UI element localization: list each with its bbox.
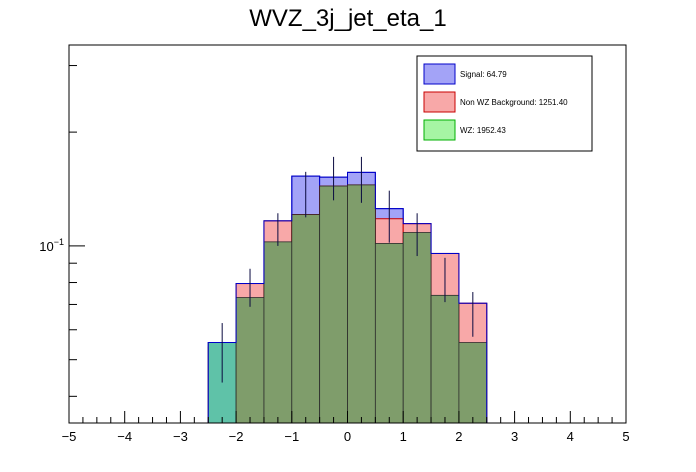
legend: Signal: 64.79 Non WZ Background: 1251.40 W… [416, 55, 593, 152]
x-tick-label: −1 [284, 429, 299, 444]
legend-swatch [423, 91, 456, 113]
x-tick-label: −5 [62, 429, 77, 444]
legend-label: Signal: 64.79 [460, 70, 507, 79]
wz-bar [263, 241, 293, 424]
legend-swatch [423, 119, 456, 141]
legend-label: Non WZ Background: 1251.40 [460, 98, 568, 107]
wz-bar [291, 214, 321, 424]
wz-bar [402, 232, 432, 424]
legend-label: WZ: 1952.43 [460, 126, 506, 135]
x-axis: −5 −4 −3 −2 −1 0 1 2 3 4 5 [62, 411, 630, 444]
data-points [221, 156, 474, 383]
x-tick-label: 1 [400, 429, 407, 444]
x-tick-label: 3 [511, 429, 518, 444]
x-tick-label: 4 [567, 429, 574, 444]
y-tick-label: 10−1 [39, 237, 64, 254]
y-axis: 10−1 [39, 65, 85, 397]
x-tick-label: 5 [622, 429, 629, 444]
wz-bar [430, 294, 460, 424]
wz-bar [347, 184, 376, 424]
x-tick-label: 2 [455, 429, 462, 444]
x-tick-label: −2 [229, 429, 244, 444]
wz-bar [235, 297, 265, 424]
legend-swatch [423, 63, 456, 85]
wz-bar [458, 342, 488, 424]
wz-bar [319, 185, 348, 424]
x-tick-label: 0 [344, 429, 351, 444]
chart-title: WVZ_3j_jet_eta_1 [249, 5, 446, 32]
x-tick-label: −4 [117, 429, 132, 444]
x-tick-label: −3 [173, 429, 188, 444]
wz-bar [374, 243, 404, 424]
